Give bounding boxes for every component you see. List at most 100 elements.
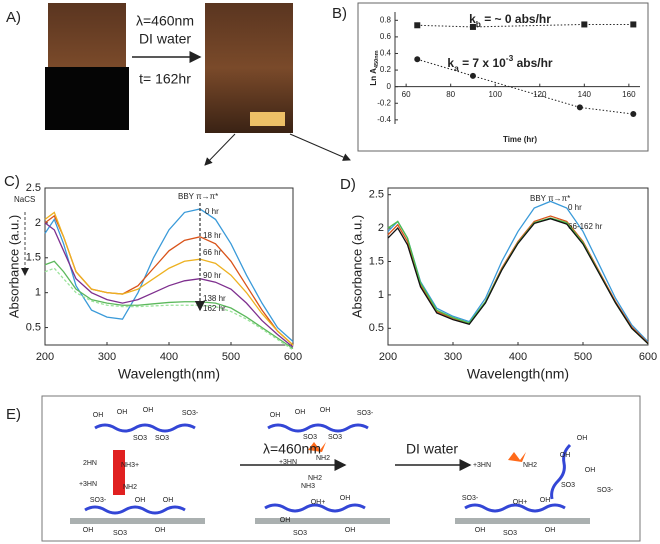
crosslinker-fragment [508,452,526,462]
x-tick-label: 140 [578,90,592,99]
x-tick-label: 300 [444,351,462,363]
chemical-label: OH [345,527,356,534]
y-tick-label: 0.5 [369,322,384,334]
point [630,111,637,118]
text-part: -3 [506,53,514,63]
chemical-label: NH2 [123,484,137,491]
arrow-label: λ=460nm [136,13,194,29]
crosslinker [113,450,125,495]
y-tick-label: 0.8 [380,15,392,24]
y-tick-label: 0.5 [26,321,41,333]
photo [205,3,293,133]
panel-label: D) [340,176,356,193]
point [414,56,421,63]
spectrum-line [387,217,649,345]
series-label: 162 hr [203,304,226,313]
x-tick-label: 160 [622,90,636,99]
y-tick-label: 1 [378,289,384,301]
spectrum-line [44,267,294,351]
arrow [289,133,351,161]
annotation: kb = ~ 0 abs/hr [469,12,551,29]
chemical-label: SO3- [90,497,107,504]
arrow-label: DI water [139,31,191,47]
x-tick-label: 80 [446,90,455,99]
y-axis-label: Absorbance (a.u.) [349,215,364,318]
point [469,23,476,30]
y-tick-label: 0 [387,82,392,91]
chemical-label: OH [83,527,94,534]
chemical-label: OH+ [513,499,528,506]
y-axis-label: Ln A450nm [369,50,380,85]
text-part: = 7 x 10 [459,56,506,70]
text-part: a [454,63,459,73]
arrow-label: λ=460nm [263,441,321,457]
panel-label: B) [332,5,347,22]
x-tick-label: 60 [402,90,411,99]
text-part: abs/hr [513,56,553,70]
chemical-label: +3HN [79,481,97,488]
chemical-label: +3HN [279,459,297,466]
point [469,72,476,79]
chemical-label: OH+ [311,499,326,506]
x-tick-label: 120 [533,90,547,99]
chemical-label: SO3 [133,435,147,442]
text-part: k [469,12,476,26]
chemical-label: SO3- [597,487,614,494]
chemical-label: SO3 [293,530,307,537]
y-tick-label: 2 [378,222,384,234]
chemical-label: OH [475,527,486,534]
chemical-label: SO3 [328,434,342,441]
y-tick-label: 0.6 [380,32,392,41]
point [581,21,588,28]
chemical-label: OH [155,527,166,534]
text-part: b [476,19,481,29]
chemical-label: OH [585,467,596,474]
spectrum-line [44,214,294,346]
chemical-label: NH2 [316,455,330,462]
annotation: NaCS [14,195,35,204]
chemical-label: OH [295,409,306,416]
chemical-label: OH [320,407,331,414]
chemical-label: +3HN [473,462,491,469]
y-tick-label: 2 [35,217,41,229]
chemical-label: OH [560,452,571,459]
y-tick-label: 1 [35,287,41,299]
x-tick-label: 400 [509,351,527,363]
substrate [455,518,590,524]
panel-label: C) [4,173,20,190]
chemical-label: SO3 [113,530,127,537]
y-tick-label: 2.5 [26,182,41,194]
chemical-label: NH2 [308,475,322,482]
chemical-label: OH [163,497,174,504]
spectrum-line [387,215,649,344]
photo-glow [250,112,285,126]
spectrum-line [44,222,294,348]
series-label: 138 hr [203,294,226,303]
polymer-chains [84,423,572,515]
plot-frame [44,187,294,346]
x-axis-label: Wavelength(nm) [118,366,220,382]
series-label: 0 hr [205,207,219,216]
annotation: BBY π→π* [178,192,218,201]
series-label: 0 hr [568,203,582,212]
arrow-label: t= 162hr [139,71,191,87]
y-tick-label: 0.2 [380,65,392,74]
text-part: = ~ 0 abs/hr [481,12,551,26]
crosslinker-fragment [308,442,326,452]
point [630,21,637,28]
chemical-label: NH2 [523,462,537,469]
series-label: 66-162 hr [568,222,603,231]
x-tick-label: 300 [98,351,116,363]
panel-e: E) λ=460nm DI water OH OH OH SO3- SO3 SO3 2HN N… [6,395,641,542]
chemical-label: OH [117,409,128,416]
chemical-label: OH [540,497,551,504]
chemical-label: OH [143,407,154,414]
spectrum-line [44,260,294,350]
point [414,22,421,29]
x-tick-label: 600 [639,351,657,363]
photo-dark [45,67,129,130]
y-axis-label: Absorbance (a.u.) [6,215,21,318]
chemical-label: SO3 [561,482,575,489]
chemical-label: OH [577,435,588,442]
